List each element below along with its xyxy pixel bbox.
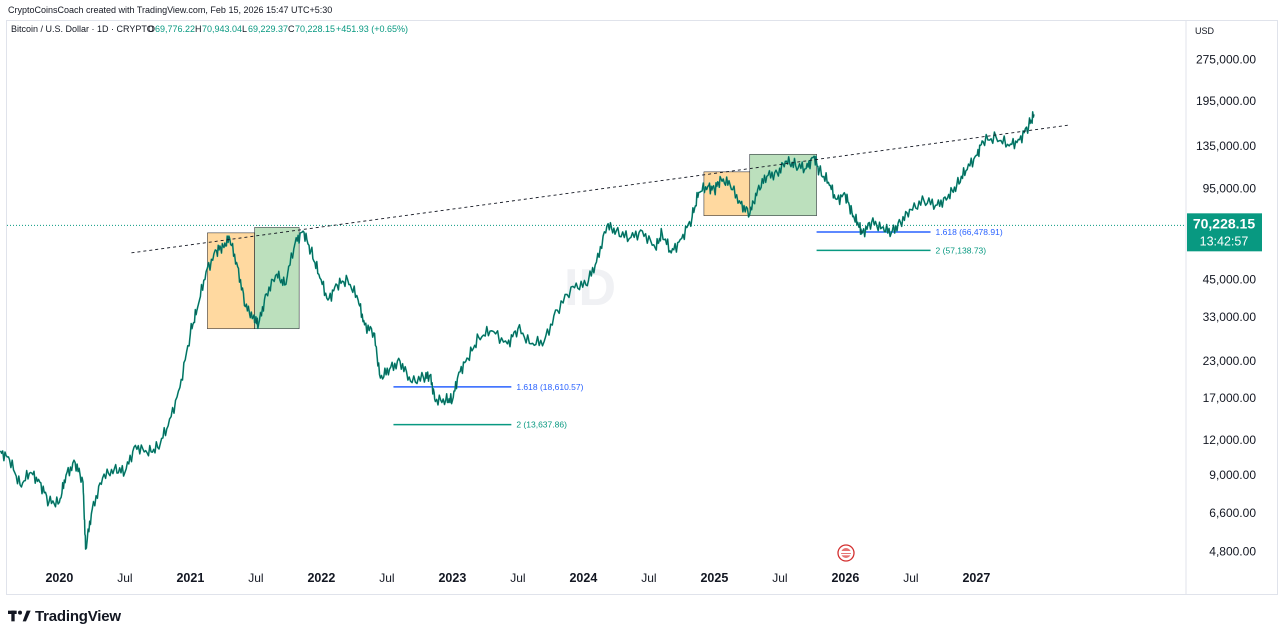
watermark: ID — [564, 259, 616, 317]
x-tick-label: Jul — [379, 571, 394, 585]
y-tick-label: 17,000.00 — [1203, 391, 1257, 405]
legend-change: +451.93 (+0.65%) — [336, 24, 408, 34]
x-tick-label: 2021 — [176, 571, 204, 585]
x-tick-label: Jul — [510, 571, 525, 585]
orange-box-2021[interactable] — [207, 232, 255, 330]
legend-high: 70,943.04 — [202, 24, 242, 34]
y-tick-label: 33,000.00 — [1203, 310, 1257, 324]
x-tick-label: 2024 — [569, 571, 597, 585]
x-ticks: 2020 Jul 2021 Jul 2022 Jul 2023 Jul 2024 Jul 2025 J… — [45, 571, 990, 585]
legend-open-label: O — [148, 24, 155, 34]
legend-close-label: C — [288, 24, 295, 34]
bar-countdown: 13:42:57 — [1200, 234, 1249, 248]
x-tick-label: 2027 — [962, 571, 990, 585]
y-tick-label: 195,000.00 — [1196, 94, 1256, 108]
chart-frame[interactable] — [6, 20, 1278, 595]
symbol-legend: Bitcoin / U.S. Dollar · 1D · CRYPTO O 69… — [11, 24, 408, 34]
legend-close: 70,228.15 — [295, 24, 335, 34]
tradingview-branding[interactable]: TradingView — [8, 606, 121, 626]
last-price-value: 70,228.15 — [1193, 215, 1255, 231]
price-axis[interactable]: USD 4,800.00 6,600.00 9,000.00 12,000.00 17,… — [1185, 20, 1262, 594]
trendline[interactable] — [131, 124, 1069, 254]
legend-high-label: H — [195, 24, 202, 34]
x-tick-label: Jul — [772, 571, 787, 585]
time-axis[interactable]: 2020 Jul 2021 Jul 2022 Jul 2023 Jul 2024 Jul 2025 J… — [45, 571, 990, 585]
y-tick-label: 23,000.00 — [1203, 354, 1257, 368]
header-bar: CryptoCoinsCoach created with TradingVie… — [0, 0, 1280, 20]
fib-1618-2022-label: 1.618 (18,610.57) — [516, 382, 583, 392]
tradingview-logo-icon — [8, 610, 31, 622]
credit-line: CryptoCoinsCoach created with TradingVie… — [8, 5, 333, 15]
x-tick-label: 2022 — [307, 571, 335, 585]
x-tick-label: 2023 — [438, 571, 466, 585]
y-ticks: 4,800.00 6,600.00 9,000.00 12,000.00 17,000.… — [1196, 52, 1256, 558]
legend-low: 69,229.37 — [248, 24, 288, 34]
tradingview-wordmark: TradingView — [35, 607, 121, 625]
fib-2-2026-label: 2 (57,138.73) — [936, 245, 987, 255]
price-series-line[interactable] — [0, 111, 1035, 550]
fib-levels-layer: 1.618 (18,610.57) 2 (13,637.86) 1.618 (66,… — [393, 227, 1003, 430]
x-tick-label: Jul — [903, 571, 918, 585]
x-tick-label: Jul — [641, 571, 656, 585]
x-tick-label: 2026 — [831, 571, 859, 585]
chart-svg[interactable]: ID 1.618 (18,610.57)2 (13,637.86)1.618 (… — [0, 0, 1280, 600]
y-tick-label: 12,000.00 — [1203, 433, 1257, 447]
event-flag-icon[interactable] — [837, 544, 855, 562]
y-tick-label: 45,000.00 — [1203, 272, 1257, 286]
legend-low-label: L — [242, 24, 247, 34]
x-tick-label: Jul — [117, 571, 132, 585]
y-tick-label: 6,600.00 — [1209, 506, 1256, 520]
last-price-badge: 70,228.15 13:42:57 — [1187, 213, 1262, 252]
y-tick-label: 4,800.00 — [1209, 545, 1256, 559]
x-tick-label: 2020 — [45, 571, 73, 585]
currency-label: USD — [1195, 26, 1215, 36]
legend-symbol: Bitcoin / U.S. Dollar · 1D · CRYPTO — [11, 24, 154, 34]
y-tick-label: 9,000.00 — [1209, 468, 1256, 482]
y-tick-label: 275,000.00 — [1196, 52, 1256, 66]
price-series-shadow — [0, 111, 1035, 550]
y-tick-label: 95,000.00 — [1203, 182, 1257, 196]
fib-1618-2026-label: 1.618 (66,478.91) — [936, 227, 1003, 237]
x-tick-label: Jul — [248, 571, 263, 585]
fib-2-2022-label: 2 (13,637.86) — [516, 420, 567, 430]
legend-open: 69,776.22 — [155, 24, 195, 34]
y-tick-label: 135,000.00 — [1196, 139, 1256, 153]
x-tick-label: 2025 — [700, 571, 728, 585]
